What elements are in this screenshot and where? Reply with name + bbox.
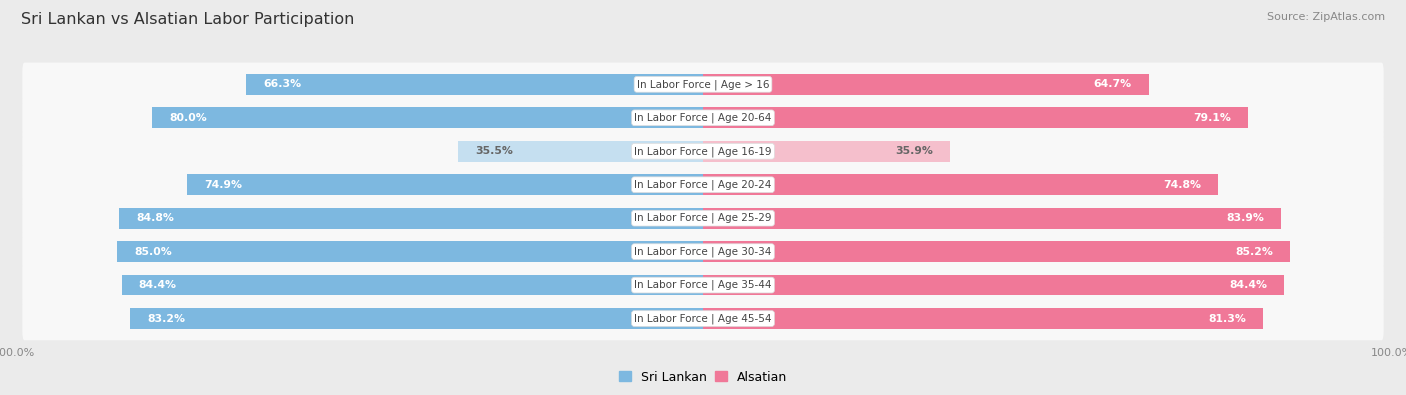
Text: Source: ZipAtlas.com: Source: ZipAtlas.com — [1267, 12, 1385, 22]
Text: 85.2%: 85.2% — [1234, 246, 1272, 257]
Text: In Labor Force | Age 20-64: In Labor Force | Age 20-64 — [634, 113, 772, 123]
Bar — [187, 174, 703, 195]
Text: In Labor Force | Age 20-24: In Labor Force | Age 20-24 — [634, 179, 772, 190]
Bar — [703, 275, 1285, 295]
Text: 80.0%: 80.0% — [169, 113, 207, 123]
FancyBboxPatch shape — [22, 130, 1384, 173]
Bar — [703, 107, 1249, 128]
Bar — [703, 208, 1281, 229]
Bar — [703, 141, 950, 162]
Bar — [152, 107, 703, 128]
FancyBboxPatch shape — [22, 96, 1384, 139]
FancyBboxPatch shape — [22, 297, 1384, 340]
FancyBboxPatch shape — [22, 196, 1384, 240]
FancyBboxPatch shape — [22, 263, 1384, 307]
FancyBboxPatch shape — [22, 163, 1384, 207]
Text: 85.0%: 85.0% — [135, 246, 173, 257]
Bar — [703, 241, 1289, 262]
Bar — [458, 141, 703, 162]
Text: 66.3%: 66.3% — [263, 79, 301, 89]
Bar — [117, 241, 703, 262]
Bar — [703, 308, 1263, 329]
Bar — [121, 275, 703, 295]
Text: 84.8%: 84.8% — [136, 213, 174, 223]
Text: In Labor Force | Age 25-29: In Labor Force | Age 25-29 — [634, 213, 772, 224]
FancyBboxPatch shape — [22, 62, 1384, 106]
Legend: Sri Lankan, Alsatian: Sri Lankan, Alsatian — [613, 366, 793, 389]
Text: In Labor Force | Age > 16: In Labor Force | Age > 16 — [637, 79, 769, 90]
Text: 84.4%: 84.4% — [1229, 280, 1267, 290]
Text: In Labor Force | Age 45-54: In Labor Force | Age 45-54 — [634, 313, 772, 324]
Text: In Labor Force | Age 35-44: In Labor Force | Age 35-44 — [634, 280, 772, 290]
Text: 81.3%: 81.3% — [1208, 314, 1246, 324]
Bar — [703, 174, 1219, 195]
Text: 83.9%: 83.9% — [1226, 213, 1264, 223]
Text: 84.4%: 84.4% — [139, 280, 177, 290]
Bar — [129, 308, 703, 329]
Text: 35.5%: 35.5% — [475, 146, 513, 156]
Text: 35.9%: 35.9% — [896, 146, 934, 156]
Bar — [703, 74, 1149, 95]
Text: 64.7%: 64.7% — [1094, 79, 1132, 89]
Text: Sri Lankan vs Alsatian Labor Participation: Sri Lankan vs Alsatian Labor Participati… — [21, 12, 354, 27]
Text: In Labor Force | Age 16-19: In Labor Force | Age 16-19 — [634, 146, 772, 156]
Text: 74.8%: 74.8% — [1163, 180, 1201, 190]
FancyBboxPatch shape — [22, 230, 1384, 273]
Bar — [246, 74, 703, 95]
Text: 74.9%: 74.9% — [204, 180, 242, 190]
Text: In Labor Force | Age 30-34: In Labor Force | Age 30-34 — [634, 246, 772, 257]
Text: 83.2%: 83.2% — [148, 314, 186, 324]
Text: 79.1%: 79.1% — [1192, 113, 1230, 123]
Bar — [118, 208, 703, 229]
